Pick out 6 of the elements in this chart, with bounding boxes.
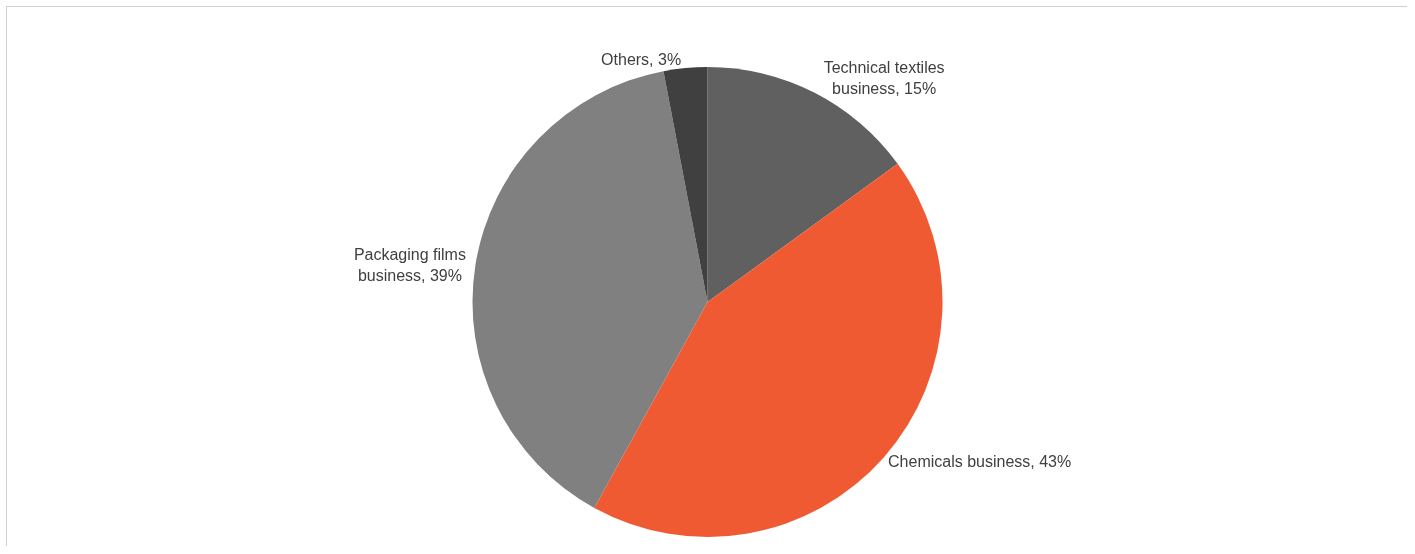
slice-label: Others, 3% — [601, 51, 682, 69]
slice-label: Chemicals business, 43% — [888, 452, 1072, 470]
slice-label: Packaging films business, 39% — [353, 245, 466, 284]
pie-slice — [663, 67, 708, 302]
slice-label: Technical textiles business, 15% — [823, 58, 945, 97]
pie-slice — [472, 71, 708, 508]
